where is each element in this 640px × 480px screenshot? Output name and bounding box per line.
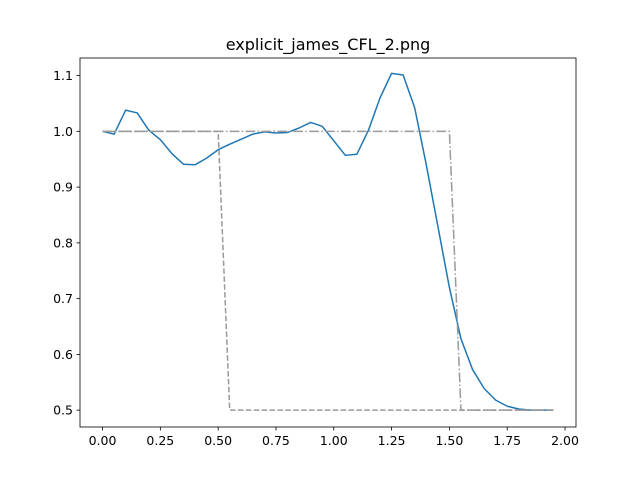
x-tick-label: 0.25 (146, 433, 174, 448)
y-tick-label: 0.8 (53, 235, 73, 250)
y-tick-label: 0.6 (53, 347, 73, 362)
y-tick-label: 1.0 (53, 124, 73, 139)
y-tick-label: 0.5 (53, 403, 73, 418)
y-tick-label: 0.7 (53, 291, 73, 306)
x-tick-label: 1.75 (493, 433, 521, 448)
chart-title: explicit_james_CFL_2.png (226, 35, 431, 55)
x-tick-label: 2.00 (551, 433, 579, 448)
series-line-3 (102, 130, 554, 411)
series-line-1 (102, 72, 554, 411)
y-tick-label: 1.1 (53, 68, 73, 83)
x-tick-label: 1.00 (320, 433, 348, 448)
x-tick-label: 1.50 (435, 433, 463, 448)
x-tick-label: 0.75 (262, 433, 290, 448)
x-tick-label: 1.25 (378, 433, 406, 448)
series-line-2 (102, 130, 554, 411)
y-tick-label: 0.9 (53, 180, 73, 195)
x-tick-label: 0.00 (89, 433, 117, 448)
plot-area: 0.00 0.25 0.50 0.75 1.00 1.25 1.50 1.75 2.00 0.5 0… (53, 57, 579, 448)
x-tick-label: 0.50 (204, 433, 232, 448)
